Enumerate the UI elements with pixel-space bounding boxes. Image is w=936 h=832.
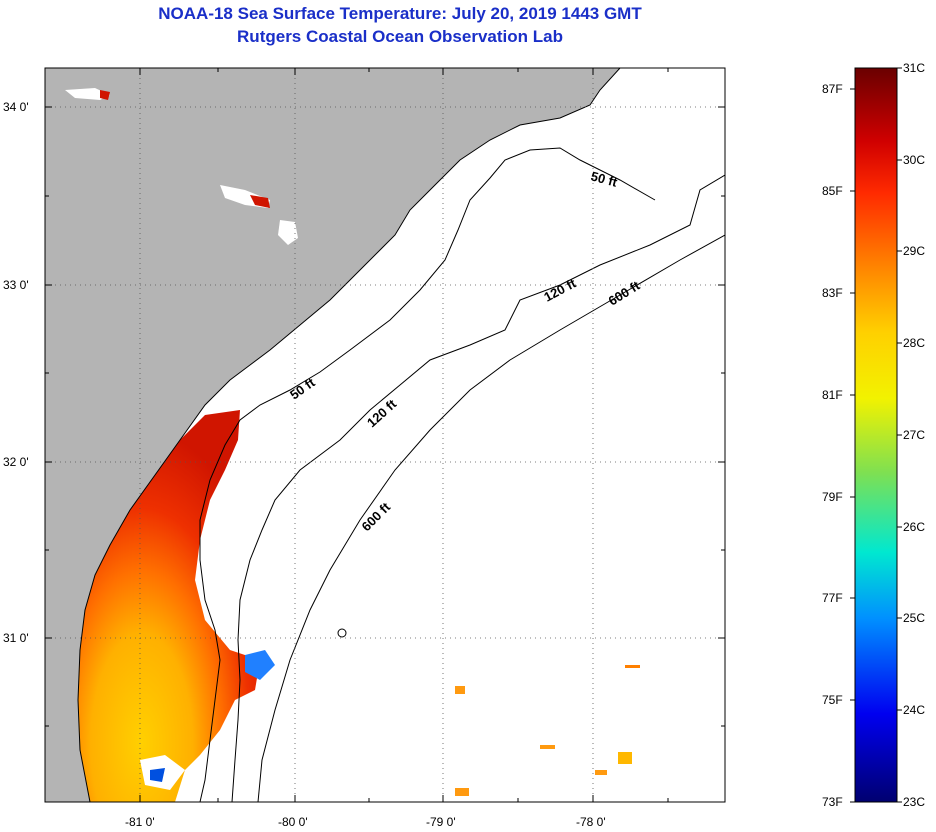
colorbar-label-c: 26C — [903, 520, 925, 534]
lon-label: -81 0' — [125, 815, 155, 829]
colorbar — [854, 67, 898, 803]
sst-patch — [595, 770, 607, 775]
colorbar-label-f: 77F — [822, 591, 843, 605]
inland-lake — [278, 220, 298, 245]
colorbar-label-c: 31C — [903, 61, 925, 75]
colorbar-ticks — [850, 67, 902, 803]
colorbar-label-c: 23C — [903, 795, 925, 809]
colorbar-label-f: 83F — [822, 286, 843, 300]
colorbar-label-c: 30C — [903, 153, 925, 167]
sst-patch — [250, 195, 270, 208]
axis-ticks — [45, 68, 725, 802]
map-subtitle: Rutgers Coastal Ocean Observation Lab — [237, 27, 563, 46]
colorbar-label-c: 29C — [903, 244, 925, 258]
colorbar-label-c: 25C — [903, 611, 925, 625]
lon-label: -79 0' — [426, 815, 456, 829]
sst-patch — [245, 650, 275, 680]
colorbar-label-f: 87F — [822, 82, 843, 96]
graticule — [45, 68, 725, 802]
colorbar-label-c: 24C — [903, 703, 925, 717]
contour-ring — [337, 628, 347, 638]
land-area — [45, 68, 620, 802]
lon-label: -78 0' — [576, 815, 606, 829]
isobath-50ft — [199, 147, 656, 802]
map-title: NOAA-18 Sea Surface Temperature: July 20… — [158, 4, 642, 23]
inland-lake — [65, 88, 110, 100]
sst-patch — [455, 686, 465, 694]
colorbar-label-f: 73F — [822, 795, 843, 809]
colorbar-label-f: 81F — [822, 388, 843, 402]
map-frame — [44, 67, 726, 803]
lon-label: -80 0' — [278, 815, 308, 829]
lat-label: 32 0' — [3, 455, 29, 469]
coastline — [77, 68, 621, 802]
lat-label: 31 0' — [3, 631, 29, 645]
lat-label: 34 0' — [3, 100, 29, 114]
colorbar-label-f: 85F — [822, 184, 843, 198]
sst-patch — [625, 665, 640, 668]
isobath-600ft — [257, 234, 725, 802]
sst-patch — [540, 745, 555, 749]
lat-label: 33 0' — [3, 278, 29, 292]
colorbar-label-f: 79F — [822, 490, 843, 504]
colorbar-label-c: 27C — [903, 428, 925, 442]
contour-label: 50 ft — [589, 168, 619, 190]
isobath-120ft — [231, 174, 725, 802]
colorbar-label-c: 28C — [903, 336, 925, 350]
colorbar-label-f: 75F — [822, 693, 843, 707]
sst-patch — [150, 768, 165, 782]
sst-patch — [618, 752, 632, 764]
sst-patch — [100, 90, 110, 100]
sst-patch — [455, 788, 469, 796]
